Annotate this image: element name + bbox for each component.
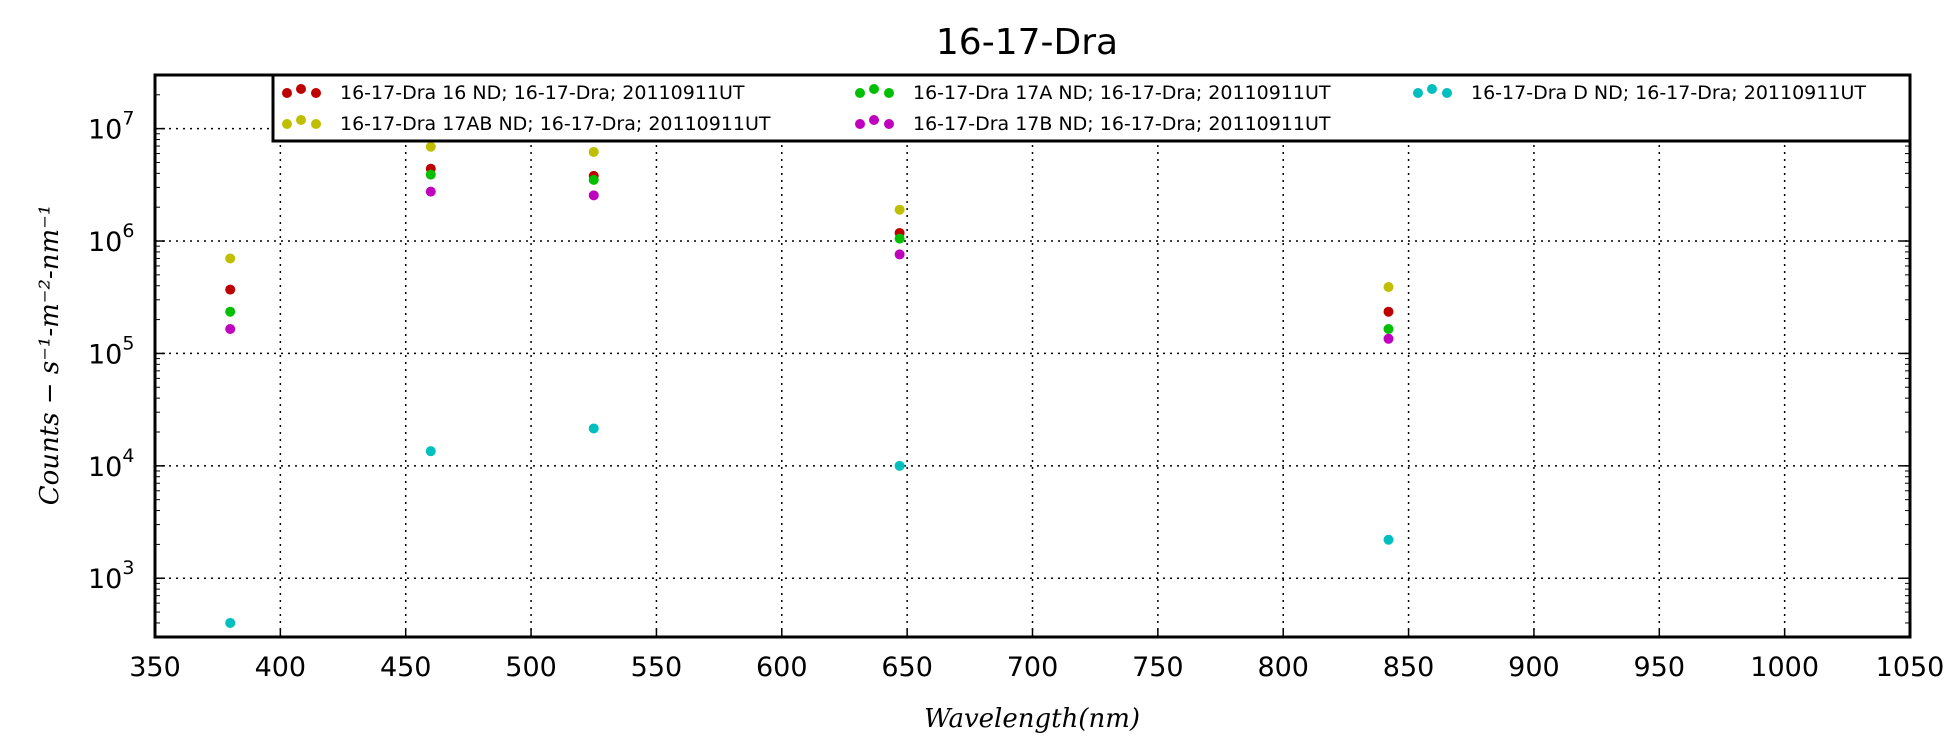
legend-marker bbox=[1442, 88, 1452, 98]
data-points bbox=[225, 141, 1394, 628]
legend-marker bbox=[311, 119, 321, 129]
x-tick-label: 500 bbox=[505, 652, 557, 683]
legend-label: 16-17-Dra 17B ND; 16-17-Dra; 20110911UT bbox=[913, 113, 1331, 135]
data-point bbox=[588, 190, 599, 201]
x-tick-label: 950 bbox=[1634, 652, 1686, 683]
legend-marker bbox=[282, 119, 292, 129]
legend-label: 16-17-Dra 17A ND; 16-17-Dra; 20110911UT bbox=[913, 82, 1331, 104]
x-axis-label: Wavelength(nm) bbox=[924, 704, 1140, 734]
x-tick-label: 700 bbox=[1007, 652, 1059, 683]
data-point bbox=[588, 174, 599, 185]
x-tick-label: 650 bbox=[881, 652, 933, 683]
data-point bbox=[1383, 323, 1394, 334]
data-point bbox=[425, 141, 436, 152]
chart-title: 16-17-Dra bbox=[936, 22, 1118, 63]
legend-marker bbox=[1413, 88, 1423, 98]
legend-item: 16-17-Dra 17A ND; 16-17-Dra; 20110911UT bbox=[855, 82, 1331, 104]
y-tick-label: 105 bbox=[88, 332, 134, 370]
data-point bbox=[1383, 534, 1394, 545]
data-point bbox=[225, 323, 236, 334]
data-point bbox=[894, 233, 905, 244]
legend-marker bbox=[884, 119, 894, 129]
legend-marker bbox=[282, 88, 292, 98]
legend-marker bbox=[296, 115, 306, 125]
y-tick-label: 103 bbox=[88, 557, 134, 595]
data-point bbox=[225, 306, 236, 317]
legend-item: 16-17-Dra D ND; 16-17-Dra; 20110911UT bbox=[1413, 82, 1866, 104]
y-tick-label: 106 bbox=[88, 220, 134, 258]
data-point bbox=[894, 249, 905, 260]
y-tick-label: 104 bbox=[88, 445, 134, 483]
legend-marker bbox=[869, 115, 879, 125]
legend-marker bbox=[855, 88, 865, 98]
data-point bbox=[588, 423, 599, 434]
legend-marker bbox=[1427, 84, 1437, 94]
data-point bbox=[588, 146, 599, 157]
data-point bbox=[225, 284, 236, 295]
data-point bbox=[1383, 306, 1394, 317]
x-tick-label: 400 bbox=[255, 652, 307, 683]
data-point bbox=[894, 460, 905, 471]
x-tick-label: 900 bbox=[1508, 652, 1560, 683]
legend-marker bbox=[869, 84, 879, 94]
data-point bbox=[894, 204, 905, 215]
data-point bbox=[425, 186, 436, 197]
data-point bbox=[225, 253, 236, 264]
legend-box bbox=[271, 73, 1912, 143]
data-point bbox=[425, 446, 436, 457]
legend-marker bbox=[311, 88, 321, 98]
x-axis-ticks: 350 400 450 500 550 600 650 700 750 800 850 900 950 1… bbox=[129, 75, 1944, 683]
legend-item: 16-17-Dra 16 ND; 16-17-Dra; 20110911UT bbox=[282, 82, 745, 104]
data-point bbox=[1383, 281, 1394, 292]
y-axis-label: Counts − s⁻¹-m⁻²-nm⁻¹ bbox=[35, 205, 65, 506]
data-point bbox=[1383, 333, 1394, 344]
legend: 16-17-Dra 16 ND; 16-17-Dra; 20110911UT 16… bbox=[271, 73, 1912, 143]
legend-item: 16-17-Dra 17AB ND; 16-17-Dra; 20110911UT bbox=[282, 113, 771, 135]
x-tick-label: 850 bbox=[1383, 652, 1435, 683]
legend-label: 16-17-Dra D ND; 16-17-Dra; 20110911UT bbox=[1471, 82, 1866, 104]
x-tick-label: 600 bbox=[756, 652, 808, 683]
legend-label: 16-17-Dra 16 ND; 16-17-Dra; 20110911UT bbox=[340, 82, 745, 104]
x-tick-label: 800 bbox=[1257, 652, 1309, 683]
legend-marker bbox=[884, 88, 894, 98]
y-tick-label: 107 bbox=[88, 108, 134, 146]
legend-item: 16-17-Dra 17B ND; 16-17-Dra; 20110911UT bbox=[855, 113, 1331, 135]
legend-marker bbox=[296, 84, 306, 94]
grid-lines bbox=[155, 75, 1910, 637]
data-point bbox=[225, 617, 236, 628]
legend-marker bbox=[855, 119, 865, 129]
x-tick-label: 350 bbox=[129, 652, 181, 683]
x-tick-label: 1000 bbox=[1750, 652, 1819, 683]
x-tick-label: 450 bbox=[380, 652, 432, 683]
x-tick-label: 750 bbox=[1132, 652, 1184, 683]
legend-label: 16-17-Dra 17AB ND; 16-17-Dra; 20110911UT bbox=[340, 113, 771, 135]
data-point bbox=[425, 169, 436, 180]
x-tick-label: 550 bbox=[631, 652, 683, 683]
x-tick-label: 1050 bbox=[1876, 652, 1945, 683]
